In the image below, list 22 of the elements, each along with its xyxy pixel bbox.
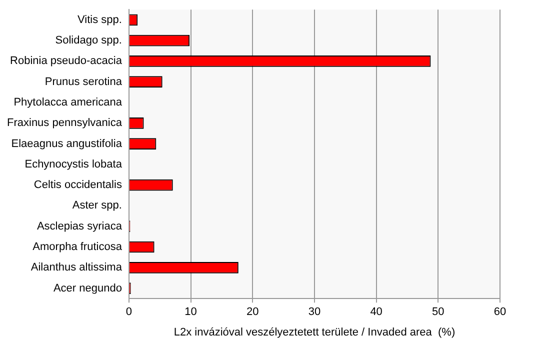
y-tick-label: Echynocystis lobata (24, 158, 123, 170)
y-tick-label: Asclepias syriaca (36, 220, 123, 232)
y-tick-label: Robinia pseudo-acacia (10, 55, 123, 68)
y-tick-label: Ailanthus altissima (30, 262, 123, 274)
x-tick-label: 40 (370, 306, 382, 318)
y-tick-label: Elaeagnus angustifolia (11, 138, 123, 150)
y-tick-label: Acer negundo (53, 282, 122, 294)
x-axis-title: L2x invázióval veszélyeztetett területe / Invaded area (%) (174, 326, 456, 338)
x-tick-label: 0 (126, 306, 132, 318)
x-tick-label: 30 (308, 306, 321, 318)
x-tick-label: 60 (494, 306, 506, 318)
y-tick-label: Phytolacca americana (14, 96, 123, 109)
y-tick-label: Solidago spp. (55, 34, 122, 47)
y-tick-label: Vitis spp. (78, 14, 122, 26)
y-tick-label: Prunus serotina (44, 76, 123, 88)
y-tick-label: Celtis occidentalis (34, 179, 122, 192)
x-tick-label: 50 (432, 306, 444, 318)
y-tick-label: Amorpha fruticosa (32, 241, 123, 254)
x-tick-label: 10 (184, 306, 197, 318)
y-tick-label: Aster spp. (72, 200, 122, 212)
y-tick-label: Fraxinus pennsylvanica (6, 117, 123, 130)
x-tick-label: 20 (246, 306, 259, 318)
